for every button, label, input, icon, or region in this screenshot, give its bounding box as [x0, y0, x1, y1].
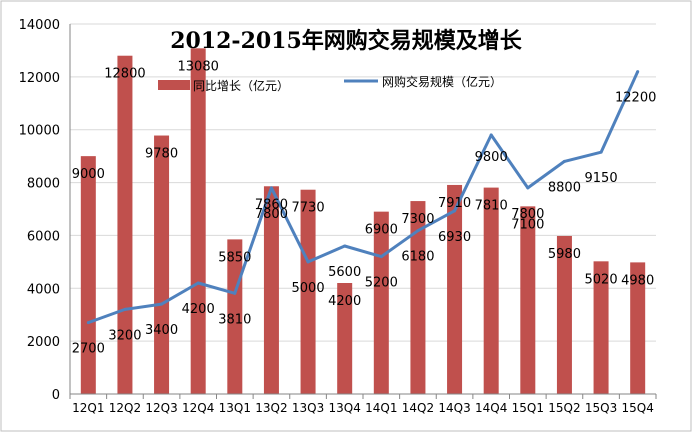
bar-data-label: 7810 — [475, 199, 508, 214]
line-point — [636, 70, 640, 74]
x-tick-label: 13Q2 — [255, 401, 287, 415]
line-point — [196, 281, 200, 285]
line-point — [86, 321, 90, 325]
bar — [483, 187, 499, 394]
bar-data-label: 9780 — [145, 147, 178, 162]
line-point — [526, 186, 530, 190]
x-tick-label: 13Q3 — [292, 401, 324, 415]
x-tick-label: 14Q1 — [365, 401, 397, 415]
line-point — [453, 209, 457, 213]
x-tick-label: 12Q4 — [182, 401, 214, 415]
bar — [190, 48, 206, 395]
bar-series — [80, 48, 646, 395]
line-point — [489, 133, 493, 137]
line-point — [306, 260, 310, 264]
bar-data-label: 13080 — [178, 59, 219, 74]
line-data-label: 3200 — [108, 328, 141, 343]
line-point — [343, 244, 347, 248]
line-point — [416, 229, 420, 233]
bar — [373, 211, 389, 394]
y-tick-label: 10000 — [19, 124, 60, 139]
line-series — [86, 70, 640, 325]
bar — [520, 206, 536, 394]
bar — [447, 184, 463, 394]
data-labels: 9000 12800 9780 13080 5850 7860 7730 4200 690073… — [72, 59, 657, 356]
y-tick-label: 8000 — [27, 177, 60, 192]
x-tick-label: 12Q3 — [145, 401, 177, 415]
line-point — [269, 186, 273, 190]
line-data-label: 2700 — [72, 342, 105, 357]
x-tick-label: 13Q1 — [219, 401, 251, 415]
bar-data-label: 7100 — [511, 217, 544, 232]
y-tick-label: 12000 — [19, 71, 60, 86]
bar-data-label: 4980 — [621, 273, 654, 288]
line-point — [160, 302, 164, 306]
legend: 同比增长（亿元） 网购交易规模（亿元） — [158, 74, 502, 93]
axes: 0 2000 4000 6000 8000 10000 12000 14000 12Q1 12Q2… — [19, 18, 657, 415]
y-tick-label: 4000 — [27, 282, 60, 297]
x-tick-label: 14Q2 — [402, 401, 434, 415]
line-point — [379, 255, 383, 259]
line-data-label: 9800 — [475, 150, 508, 165]
line-data-label: 5600 — [328, 265, 361, 280]
bar — [300, 189, 316, 394]
line-data-label: 6180 — [401, 250, 434, 265]
line-data-label: 5000 — [292, 281, 325, 296]
line-data-label: 3400 — [145, 323, 178, 338]
bar-data-label: 7910 — [438, 196, 471, 211]
bar-data-label: 12800 — [104, 67, 145, 82]
bar — [263, 186, 279, 394]
bar — [80, 156, 96, 394]
y-tick-label: 2000 — [27, 335, 60, 350]
line-data-label: 8800 — [548, 180, 581, 195]
bar-data-label: 9000 — [72, 167, 105, 182]
line-data-label: 9150 — [585, 171, 618, 186]
bar — [410, 201, 426, 394]
bar-data-label: 5980 — [548, 247, 581, 262]
y-tick-label: 0 — [52, 388, 60, 403]
legend-bar-swatch — [158, 80, 190, 90]
chart-title: 2012-2015年网购交易规模及增长 — [170, 28, 523, 54]
x-tick-label: 12Q1 — [72, 401, 104, 415]
x-tick-label: 14Q3 — [438, 401, 470, 415]
bar-data-label: 7730 — [292, 201, 325, 216]
line-data-label: 7800 — [255, 207, 288, 222]
series-line — [87, 70, 640, 325]
x-tick-label: 13Q4 — [329, 401, 361, 415]
bar-data-label: 6900 — [365, 223, 398, 238]
line-data-label: 5200 — [365, 276, 398, 291]
bar — [154, 135, 170, 394]
legend-line-label: 网购交易规模（亿元） — [382, 74, 502, 89]
x-tick-label: 12Q2 — [109, 401, 141, 415]
line-data-label: 7800 — [511, 207, 544, 222]
line-point — [599, 150, 603, 154]
x-tick-label: 15Q1 — [512, 401, 544, 415]
line-data-label: 4200 — [182, 302, 215, 317]
line-point — [562, 159, 566, 163]
bar — [593, 261, 609, 394]
line-point — [233, 291, 237, 295]
line-data-label: 6930 — [438, 230, 471, 245]
bar — [630, 262, 646, 394]
y-tick-label: 6000 — [27, 229, 60, 244]
line-data-label: 3810 — [218, 312, 251, 327]
bar-data-label: 5020 — [585, 272, 618, 287]
bar-data-label: 5850 — [218, 250, 251, 265]
line-data-label: 12200 — [615, 91, 656, 106]
bar-data-label: 7860 — [255, 197, 288, 212]
line-point — [123, 307, 127, 311]
bar — [556, 235, 572, 394]
x-tick-label: 15Q2 — [548, 401, 580, 415]
bar-data-label: 7300 — [401, 212, 434, 227]
bar-data-label: 4200 — [328, 294, 361, 309]
x-tick-label: 15Q3 — [585, 401, 617, 415]
legend-bar-label: 同比增长（亿元） — [193, 78, 289, 93]
x-tick-label: 15Q4 — [622, 401, 654, 415]
x-tick-label: 14Q4 — [475, 401, 507, 415]
bar — [337, 283, 353, 394]
y-tick-label: 14000 — [19, 18, 60, 33]
